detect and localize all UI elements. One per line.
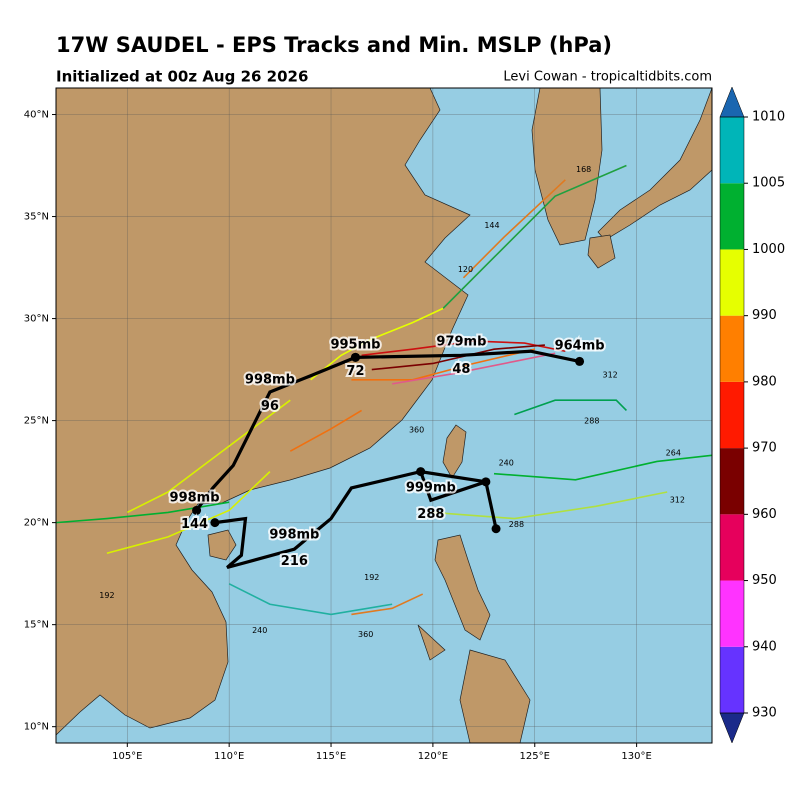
colorbar-band [720,580,744,647]
ensemble-track [462,179,566,279]
colorbar-band [720,514,744,581]
title: 17W SAUDEL - EPS Tracks and Min. MSLP (h… [56,33,612,57]
track-point [416,467,426,477]
mean-label: 964mb [555,338,605,353]
colorbar-label: 1000 [752,242,785,257]
colorbar-under [719,712,745,744]
lon-tick-label: 130°E [621,751,651,762]
colorbar-label: 980 [752,374,777,389]
mean-label: 48 [452,362,470,377]
mean-label: 72 [346,364,364,379]
map [56,88,712,743]
colorbar-over [719,86,745,118]
colorbar-frame [719,116,745,714]
hour-label: 192 [99,591,114,600]
lon-tick-label: 115°E [316,751,346,762]
ensemble-track [392,352,556,385]
hour-label: 240 [252,626,267,635]
hour-label: 192 [364,573,379,582]
colorbar-band [720,448,744,515]
colorbar-label: 950 [752,573,777,588]
hour-label: 360 [409,425,424,434]
mean-label: 216 [281,554,308,569]
mean-tracks [192,349,585,570]
hour-label: 288 [509,520,524,529]
labels: 105°E 110°E 115°E 120°E 125°E 130°E 10°N 15°N 20… [24,110,685,762]
mean-track [419,471,487,503]
lon-tick-label: 105°E [112,751,142,762]
lat-tick-label: 30°N [24,314,49,325]
mean-label: 288 [417,507,444,522]
mean-track [355,349,580,363]
colorbar-label: 940 [752,639,777,654]
colorbar-band [720,315,744,382]
colorbar-label: 1010 [752,110,785,125]
ensemble-track [493,454,712,481]
lat-tick-label: 15°N [24,620,49,631]
mean-label: 998mb [170,491,220,506]
ensemble-track [126,399,291,514]
mean-track [195,355,357,512]
colorbar-band [720,249,744,316]
ensemble-track [351,593,424,616]
mean-label: 144 [181,517,208,532]
colorbar-label: 1005 [752,176,785,191]
subtitle: Initialized at 00z Aug 26 2026 [56,68,308,86]
ensemble-track [351,348,535,381]
colorbar-label: 960 [752,507,777,522]
hour-label: 168 [576,165,591,174]
lat-tick-label: 10°N [24,722,49,733]
hour-label: 144 [484,221,499,230]
hour-label: 120 [458,265,473,274]
lat-tick-label: 20°N [24,518,49,529]
colorbar-band [720,646,744,713]
lon-tick-label: 110°E [214,751,244,762]
mean-label: 998mb [269,527,319,542]
colorbar-label: 970 [752,441,777,456]
colorbar-band [720,381,744,449]
lat-tick-label: 40°N [24,110,49,121]
colorbar: 930 940 950 960 970 980 990 1000 1005 1010 [719,86,785,744]
ensemble-track [432,491,668,520]
track-point [575,356,585,366]
hour-label: 312 [670,496,685,505]
hour-label: 360 [358,630,373,639]
hour-label: 312 [602,370,617,379]
hour-label: 264 [666,449,681,458]
ensemble-tracks [56,164,712,616]
track-point [481,477,491,487]
colorbar-label: 990 [752,308,777,323]
mean-label: 96 [261,399,279,414]
mean-label: 979mb [436,334,486,349]
hour-label: 240 [499,459,514,468]
grid [56,88,712,743]
mean-track [214,469,498,570]
mean-label: 995mb [330,338,380,353]
lat-tick-label: 35°N [24,212,49,223]
track-point [491,524,501,534]
lon-tick-label: 125°E [520,751,550,762]
credit: Levi Cowan - tropicaltidbits.com [503,70,712,85]
mean-label: 998mb [245,372,295,387]
lon-tick-label: 120°E [418,751,448,762]
colorbar-band [720,117,744,184]
ensemble-track [106,471,271,555]
ensemble-track [289,409,363,452]
colorbar-label: 930 [752,706,777,721]
map-frame [55,87,713,744]
colorbar-band [720,183,744,250]
track-point [350,352,360,362]
track-point [210,518,220,528]
land [56,88,712,743]
mean-label: 999mb [406,480,456,495]
lat-tick-label: 25°N [24,416,49,427]
track-point [192,505,202,515]
ensemble-track [310,307,444,381]
ensemble-track [442,164,627,309]
hour-label: 288 [584,417,599,426]
ensemble-track [514,399,628,416]
ensemble-track [228,583,393,616]
